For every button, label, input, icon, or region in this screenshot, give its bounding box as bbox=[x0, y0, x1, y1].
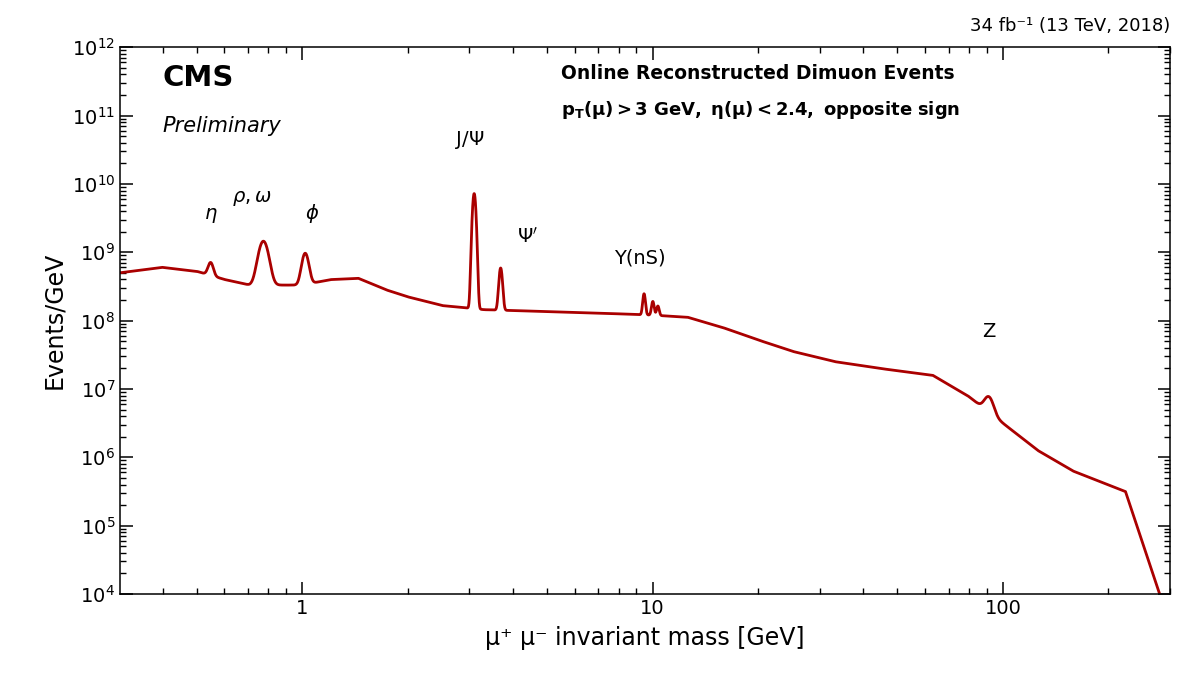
Text: Preliminary: Preliminary bbox=[162, 115, 281, 136]
Text: $\phi$: $\phi$ bbox=[305, 202, 319, 225]
X-axis label: μ⁺ μ⁻ invariant mass [GeV]: μ⁺ μ⁻ invariant mass [GeV] bbox=[485, 626, 805, 650]
Text: $\Psi'$: $\Psi'$ bbox=[517, 227, 538, 247]
Text: Z: Z bbox=[982, 322, 996, 341]
Text: 34 fb⁻¹ (13 TeV, 2018): 34 fb⁻¹ (13 TeV, 2018) bbox=[970, 17, 1170, 35]
Text: Y(nS): Y(nS) bbox=[614, 248, 666, 267]
Text: Online Reconstructed Dimuon Events: Online Reconstructed Dimuon Events bbox=[562, 63, 955, 82]
Text: $\mathbf{p_T(\mu) > 3\ GeV,\ \eta(\mu) < 2.4,\ opposite\ sign}$: $\mathbf{p_T(\mu) > 3\ GeV,\ \eta(\mu) <… bbox=[562, 99, 960, 122]
Text: CMS: CMS bbox=[162, 63, 233, 92]
Text: J/$\Psi$: J/$\Psi$ bbox=[455, 130, 484, 151]
Text: $\eta$: $\eta$ bbox=[204, 206, 217, 225]
Y-axis label: Events/GeV: Events/GeV bbox=[42, 252, 66, 389]
Text: $\rho,\omega$: $\rho,\omega$ bbox=[233, 188, 272, 208]
